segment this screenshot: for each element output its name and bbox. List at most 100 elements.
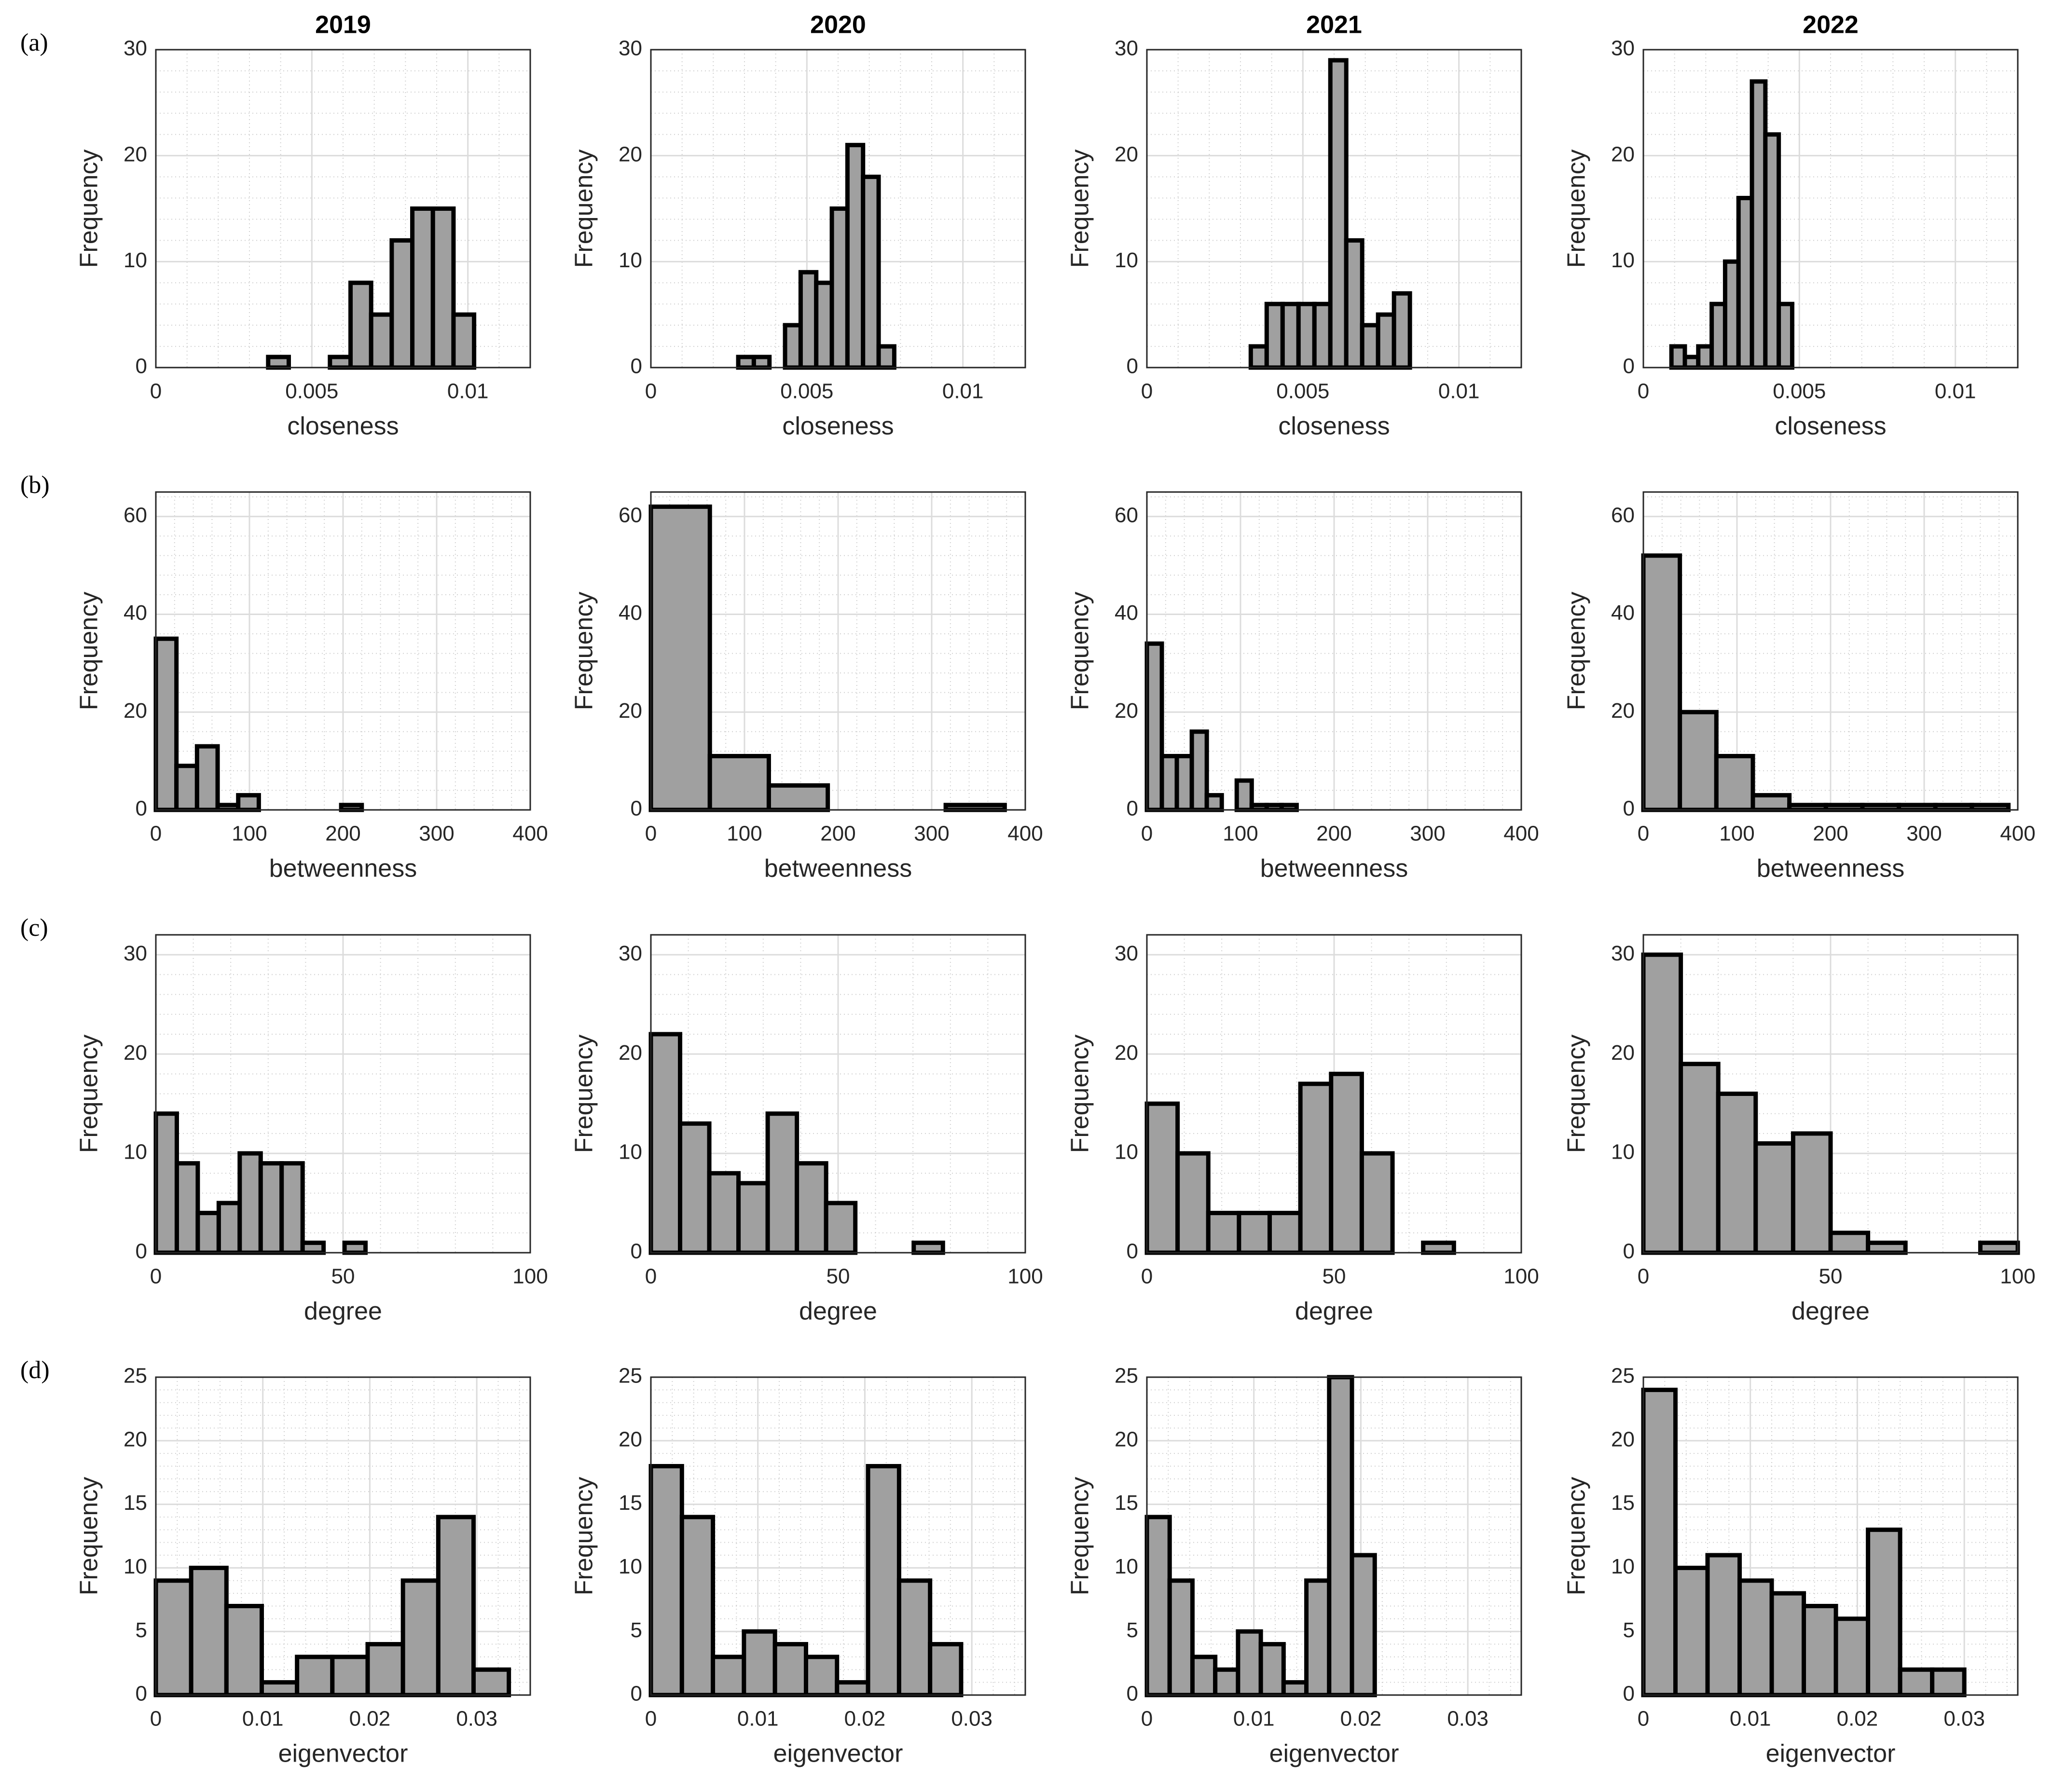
axes-box <box>650 491 1026 811</box>
bar <box>1737 1578 1774 1697</box>
bar <box>736 355 756 370</box>
y-tick-label: 20 <box>1115 699 1138 723</box>
bar <box>330 1655 370 1697</box>
panel: 0 50 100 0 10 20 30 degree Frequency <box>570 934 1043 1326</box>
x-axis-label: degree <box>799 1298 877 1326</box>
axes-box <box>1146 491 1522 811</box>
y-tick-label: 10 <box>619 248 642 272</box>
y-axis-label: Frequency <box>1563 592 1591 711</box>
x-tick-label: 0 <box>1141 380 1153 403</box>
x-axis-label: degree <box>1791 1298 1870 1326</box>
y-tick-label: 10 <box>1611 248 1635 272</box>
axes-box <box>1642 934 2019 1254</box>
x-tick-label: 200 <box>1813 822 1848 846</box>
bar <box>1714 753 1755 812</box>
bar <box>1144 1515 1172 1697</box>
bar <box>1970 803 2011 812</box>
x-tick-label: 0 <box>150 380 162 403</box>
y-tick-label: 30 <box>124 37 147 60</box>
bar <box>1304 1578 1332 1697</box>
bar <box>1328 58 1349 370</box>
x-tick-label: 0.02 <box>1340 1707 1382 1731</box>
panel-label: (c) <box>20 914 48 942</box>
y-tick-label: 30 <box>1115 942 1138 965</box>
x-tick-label: 200 <box>325 822 360 846</box>
axes-box <box>650 934 1026 1254</box>
y-tick-label: 10 <box>1115 1555 1138 1578</box>
y-tick-label: 30 <box>619 37 642 60</box>
bar <box>1750 793 1792 812</box>
y-tick-label: 30 <box>1611 942 1635 965</box>
bar <box>1344 238 1364 370</box>
x-tick-label: 0.01 <box>1438 380 1480 403</box>
axes-box <box>1146 1376 1522 1696</box>
x-axis-label: degree <box>1295 1298 1373 1326</box>
x-tick-label: 0 <box>1638 1707 1649 1731</box>
bar <box>648 1032 683 1255</box>
bar <box>1280 301 1301 370</box>
x-axis-label: betweenness <box>764 855 912 883</box>
x-axis-label: eigenvector <box>278 1740 408 1768</box>
y-axis-label: Frequency <box>1563 150 1591 268</box>
bar <box>1833 1616 1871 1697</box>
axes-box <box>155 491 531 811</box>
axes-box <box>1146 49 1522 369</box>
bar <box>1641 952 1683 1255</box>
y-tick-label: 20 <box>124 1427 147 1451</box>
y-tick-label: 25 <box>1115 1364 1138 1388</box>
bar <box>195 1211 221 1255</box>
x-tick-label: 50 <box>331 1265 355 1288</box>
bar <box>369 312 394 370</box>
x-tick-label: 0.03 <box>1447 1707 1488 1731</box>
x-axis-label: closeness <box>1775 412 1886 440</box>
y-tick-label: 0 <box>631 1240 642 1263</box>
x-tick-label: 200 <box>820 822 855 846</box>
x-tick-label: 0.005 <box>780 380 833 403</box>
panel: 0 0.005 0.01 0 10 20 30 closeness Frequency 2022 <box>1563 11 2019 440</box>
x-tick-label: 50 <box>1819 1265 1843 1288</box>
bar <box>1279 803 1299 812</box>
x-tick-label: 0 <box>1141 1707 1153 1731</box>
y-axis-label: Frequency <box>1066 150 1094 268</box>
y-tick-label: 25 <box>619 1364 642 1388</box>
bar <box>365 1642 405 1697</box>
x-tick-label: 0 <box>1638 380 1649 403</box>
y-tick-label: 0 <box>1127 797 1138 821</box>
panel: 0 0.005 0.01 0 10 20 30 closeness Frequency 2020 <box>570 11 1026 440</box>
axes-box <box>155 49 531 369</box>
x-tick-label: 0 <box>150 1707 162 1731</box>
x-tick-label: 0 <box>645 1265 657 1288</box>
bar <box>348 280 373 370</box>
bar <box>866 1464 901 1697</box>
y-tick-label: 0 <box>631 1682 642 1706</box>
y-tick-label: 40 <box>1611 601 1635 625</box>
x-tick-label: 0.01 <box>737 1707 779 1731</box>
x-tick-label: 50 <box>827 1265 850 1288</box>
bar <box>339 803 364 812</box>
bar <box>1376 312 1396 370</box>
bar <box>1777 301 1794 370</box>
x-tick-label: 300 <box>1906 822 1942 846</box>
bar <box>266 355 291 370</box>
bar <box>861 175 881 370</box>
y-tick-label: 40 <box>1115 601 1138 625</box>
panel: 0 100 200 300 400 0 20 40 60 betweenness Frequency <box>570 491 1043 883</box>
x-tick-label: 0.01 <box>942 380 984 403</box>
y-tick-label: 40 <box>619 601 642 625</box>
x-axis-label: betweenness <box>1757 855 1904 883</box>
x-tick-label: 0.03 <box>456 1707 497 1731</box>
x-tick-label: 300 <box>914 822 949 846</box>
x-tick-label: 200 <box>1316 822 1351 846</box>
y-tick-label: 20 <box>619 142 642 166</box>
bar <box>896 1578 933 1697</box>
x-tick-label: 0.03 <box>1943 1707 1985 1731</box>
y-tick-label: 20 <box>619 699 642 723</box>
bar <box>1359 1151 1395 1255</box>
x-tick-label: 100 <box>2000 1265 2035 1288</box>
bar <box>1866 1527 1902 1697</box>
y-tick-label: 20 <box>1115 1041 1138 1065</box>
bar <box>400 1578 441 1697</box>
x-tick-label: 0.01 <box>242 1707 284 1731</box>
bar <box>1978 1240 2020 1255</box>
